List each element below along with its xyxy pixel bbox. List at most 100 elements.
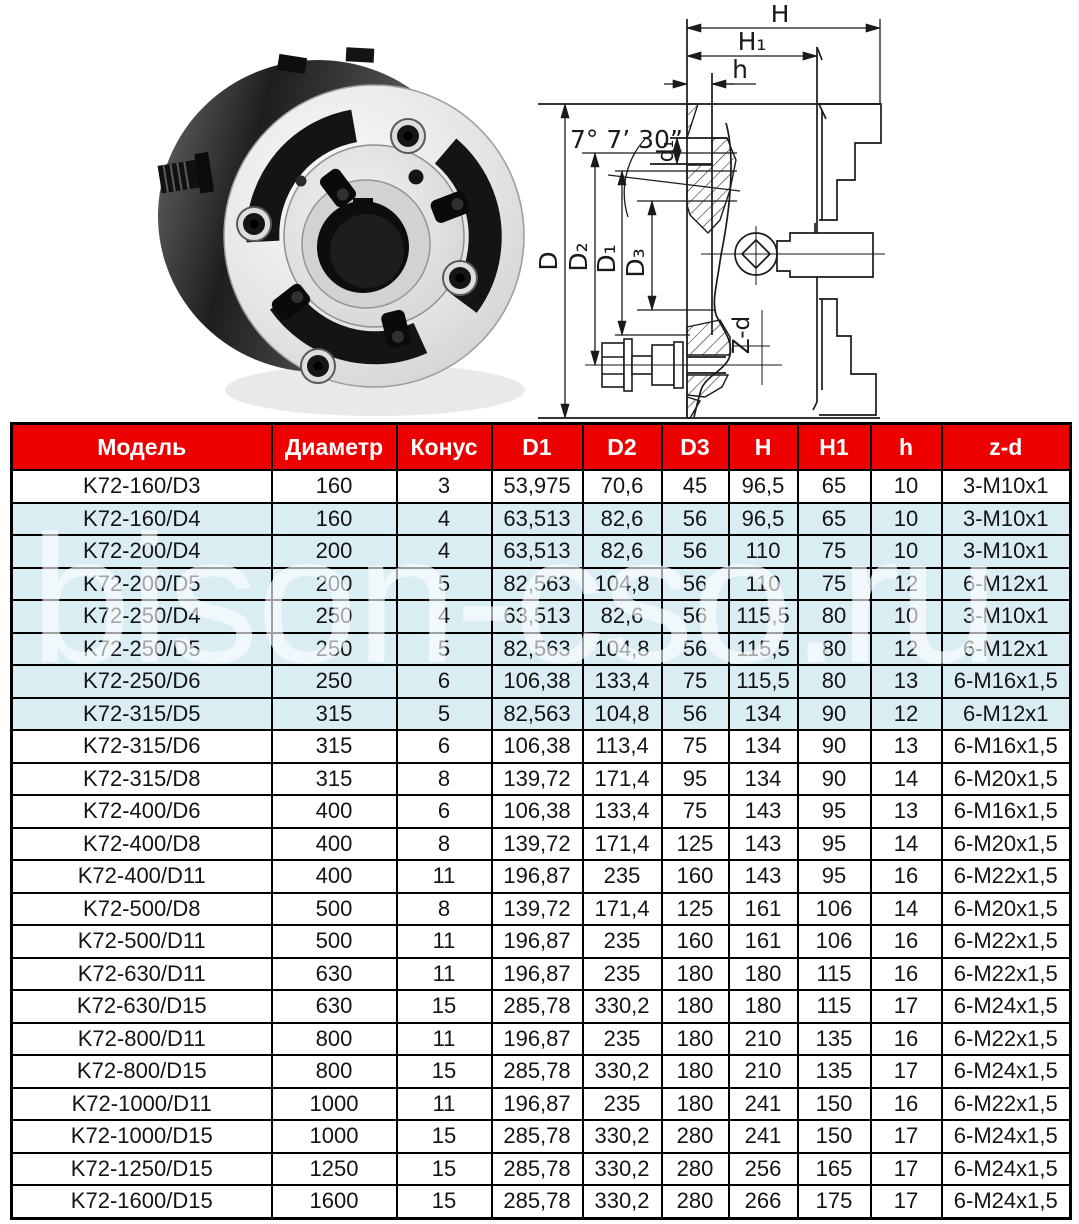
- column-header: H: [727, 422, 799, 471]
- centerlines: [585, 226, 885, 385]
- value-cell: 133,4: [581, 664, 663, 699]
- value-cell: 15: [395, 1151, 493, 1186]
- table-row: K72-315/D5 315 5 82,563 104,8 56 134 90 12 6-M12x…: [10, 696, 1072, 731]
- value-cell: 196,87: [490, 859, 584, 894]
- chuck-photo-image: [157, 47, 525, 416]
- value-cell: 6: [395, 794, 493, 829]
- model-cell: K72-500/D8: [10, 891, 273, 926]
- value-cell: 315: [270, 729, 398, 764]
- column-header: h: [869, 422, 943, 471]
- value-cell: 82,6: [581, 599, 663, 634]
- dim-D2-label: D₂: [564, 242, 593, 271]
- value-cell: 630: [270, 956, 398, 991]
- value-cell: 6-M24x1,5: [940, 1184, 1072, 1219]
- value-cell: 96,5: [727, 469, 799, 504]
- chuck-slots: [246, 107, 502, 365]
- column-header: H1: [796, 422, 872, 471]
- value-cell: 3-M10x1: [940, 501, 1072, 536]
- value-cell: 106,38: [490, 664, 584, 699]
- value-cell: 6-M24x1,5: [940, 1119, 1072, 1154]
- value-cell: 250: [270, 631, 398, 666]
- dim-D1-label: D₁: [592, 244, 621, 273]
- value-cell: 196,87: [490, 924, 584, 959]
- value-cell: 10: [869, 534, 943, 569]
- value-cell: 330,2: [581, 1054, 663, 1089]
- model-cell: K72-315/D8: [10, 761, 273, 796]
- value-cell: 75: [796, 566, 872, 601]
- model-cell: K72-630/D15: [10, 989, 273, 1024]
- value-cell: 6-M16x1,5: [940, 664, 1072, 699]
- value-cell: 180: [660, 956, 730, 991]
- value-cell: 196,87: [490, 1021, 584, 1056]
- value-cell: 75: [660, 794, 730, 829]
- value-cell: 17: [869, 1184, 943, 1219]
- photo-shadow: [225, 364, 525, 416]
- value-cell: 135: [796, 1021, 872, 1056]
- value-cell: 56: [660, 599, 730, 634]
- value-cell: 63,513: [490, 599, 584, 634]
- value-cell: 500: [270, 924, 398, 959]
- value-cell: 4: [395, 599, 493, 634]
- value-cell: 143: [727, 859, 799, 894]
- value-cell: 80: [796, 599, 872, 634]
- value-cell: 160: [660, 859, 730, 894]
- value-cell: 15: [395, 1119, 493, 1154]
- value-cell: 134: [727, 729, 799, 764]
- value-cell: 8: [395, 761, 493, 796]
- value-cell: 16: [869, 956, 943, 991]
- value-cell: 70,6: [581, 469, 663, 504]
- value-cell: 210: [727, 1021, 799, 1056]
- threaded-stud: [157, 151, 215, 194]
- table-row: K72-630/D11 630 11 196,87 235 180 180 115 16 6-M2…: [10, 956, 1072, 991]
- value-cell: 256: [727, 1151, 799, 1186]
- dim-H-label: H: [771, 5, 790, 28]
- value-cell: 5: [395, 631, 493, 666]
- model-cell: K72-400/D8: [10, 826, 273, 861]
- dim-d1-label: d₁: [654, 140, 679, 163]
- value-cell: 115,5: [727, 664, 799, 699]
- value-cell: 150: [796, 1086, 872, 1121]
- value-cell: 3: [395, 469, 493, 504]
- value-cell: 82,563: [490, 631, 584, 666]
- value-cell: 160: [660, 924, 730, 959]
- value-cell: 90: [796, 729, 872, 764]
- value-cell: 125: [660, 826, 730, 861]
- value-cell: 150: [796, 1119, 872, 1154]
- value-cell: 96,5: [727, 501, 799, 536]
- column-header: D2: [581, 422, 663, 471]
- value-cell: 400: [270, 859, 398, 894]
- value-cell: 95: [796, 794, 872, 829]
- value-cell: 6: [395, 664, 493, 699]
- value-cell: 5: [395, 696, 493, 731]
- value-cell: 196,87: [490, 956, 584, 991]
- value-cell: 180: [727, 989, 799, 1024]
- value-cell: 139,72: [490, 826, 584, 861]
- column-header: Модель: [10, 422, 273, 471]
- value-cell: 4: [395, 501, 493, 536]
- value-cell: 143: [727, 826, 799, 861]
- value-cell: 1000: [270, 1086, 398, 1121]
- value-cell: 400: [270, 826, 398, 861]
- value-cell: 106,38: [490, 729, 584, 764]
- clamp-screws: [271, 168, 470, 349]
- value-cell: 315: [270, 696, 398, 731]
- dimension-labels: H H₁ h 7° 7’ 30” d₁ D D₂ D₁ D₃ Z-d: [534, 0, 790, 354]
- spec-table: Модель Диаметр Конус D1 D2 D3 H H1 h z-d K72-160/D…: [10, 422, 1072, 1220]
- value-cell: 180: [660, 1054, 730, 1089]
- value-cell: 180: [660, 1086, 730, 1121]
- value-cell: 106: [796, 924, 872, 959]
- model-cell: K72-200/D4: [10, 534, 273, 569]
- value-cell: 235: [581, 1086, 663, 1121]
- value-cell: 15: [395, 989, 493, 1024]
- value-cell: 56: [660, 696, 730, 731]
- value-cell: 6: [395, 729, 493, 764]
- table-row: K72-400/D6 400 6 106,38 133,4 75 143 95 13 6-M16x…: [10, 794, 1072, 829]
- value-cell: 12: [869, 631, 943, 666]
- value-cell: 106,38: [490, 794, 584, 829]
- section-drawing-image: H H₁ h 7° 7’ 30” d₁ D D₂ D₁ D₃ Z-d: [534, 0, 885, 420]
- value-cell: 75: [796, 534, 872, 569]
- model-cell: K72-1000/D11: [10, 1086, 273, 1121]
- table-row: K72-400/D11 400 11 196,87 235 160 143 95 16 6-M22…: [10, 859, 1072, 894]
- value-cell: 11: [395, 956, 493, 991]
- value-cell: 6-M22x1,5: [940, 924, 1072, 959]
